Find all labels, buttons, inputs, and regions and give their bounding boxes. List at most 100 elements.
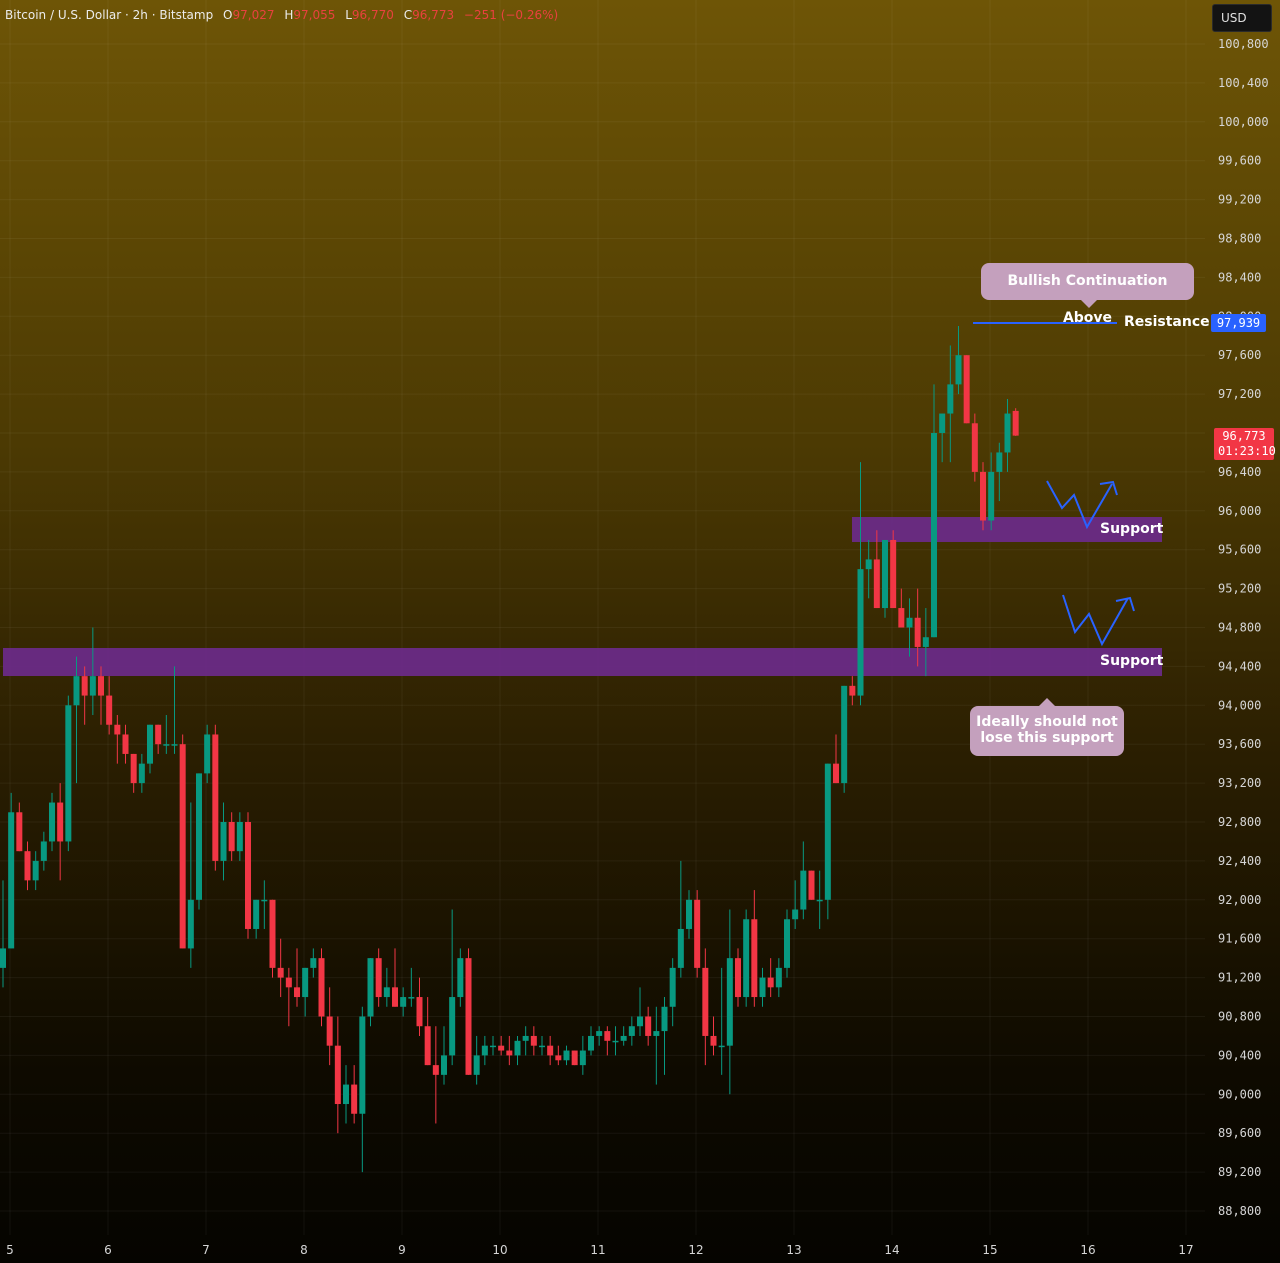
y-tick-label: 92,800 <box>1218 815 1261 829</box>
candle-body <box>220 822 227 861</box>
candle-body <box>416 997 423 1027</box>
x-tick-label: 7 <box>202 1243 210 1257</box>
y-tick-label: 92,400 <box>1218 854 1261 868</box>
candle-body <box>824 763 831 900</box>
y-tick-label: 96,000 <box>1218 504 1261 518</box>
candle-body <box>906 617 913 628</box>
x-tick-label: 9 <box>398 1243 406 1257</box>
candle-body <box>702 967 709 1036</box>
y-tick-label: 100,000 <box>1218 115 1269 129</box>
y-tick-label: 98,400 <box>1218 270 1261 284</box>
candle-body <box>81 676 88 696</box>
candle-body <box>16 812 23 852</box>
ohlc-high: 97,055 <box>293 8 336 22</box>
symbol-header: Bitcoin / U.S. Dollar · 2h · Bitstamp O9… <box>5 8 558 22</box>
candle-body <box>988 471 995 521</box>
candle-body <box>171 744 178 746</box>
candle-body <box>816 899 823 902</box>
support-zone-upper <box>852 517 1162 542</box>
candle-body <box>514 1040 521 1056</box>
bullish-callout: Bullish Continuation Above <box>981 263 1194 326</box>
candlesticks <box>0 326 1019 1173</box>
candle-body <box>637 1016 643 1027</box>
candle-body <box>767 977 774 988</box>
candle-body <box>106 695 113 725</box>
candle-body <box>351 1084 358 1114</box>
candle-body <box>424 1026 431 1066</box>
time-axis[interactable]: 5 6 7 8 9 10 11 12 13 14 15 16 17 <box>6 1243 1193 1257</box>
y-tick-label: 99,600 <box>1218 154 1261 168</box>
candle-body <box>73 676 80 706</box>
x-tick-label: 11 <box>590 1243 605 1257</box>
bar-countdown: 01:23:10 <box>1218 444 1276 458</box>
support-note-line2: lose this support <box>980 730 1114 746</box>
candle-body <box>359 1016 366 1114</box>
candle-body <box>490 1045 496 1048</box>
resistance-price-tag: 97,939 <box>1211 314 1266 332</box>
support-note-callout: Ideally should not lose this support <box>970 698 1124 756</box>
candle-body <box>8 812 15 949</box>
candle-body <box>555 1055 562 1061</box>
currency-button[interactable]: USD <box>1212 4 1272 32</box>
candle-body <box>833 763 839 784</box>
candle-body <box>669 967 676 1007</box>
candle-body <box>49 802 55 842</box>
symbol-title: Bitcoin / U.S. Dollar · 2h · Bitstamp <box>5 8 214 22</box>
candle-body <box>236 822 243 852</box>
candle-body <box>800 870 807 910</box>
candle-body <box>996 452 1003 472</box>
candle-body <box>539 1045 545 1048</box>
x-tick-label: 14 <box>884 1243 899 1257</box>
candle-body <box>65 705 72 842</box>
y-tick-label: 97,200 <box>1218 387 1261 401</box>
candle-body <box>473 1055 480 1075</box>
candle-body <box>449 997 456 1056</box>
y-tick-label: 90,800 <box>1218 1010 1261 1024</box>
candle-body <box>89 676 96 696</box>
candle-body <box>775 967 782 988</box>
candle-body <box>24 851 31 881</box>
candle-body <box>334 1045 341 1105</box>
candle-body <box>465 958 472 1075</box>
candle-body <box>947 384 954 414</box>
candle-body <box>718 1045 725 1048</box>
ohlc-low-label: L <box>345 8 352 22</box>
support-label-lower: Support <box>1100 653 1164 669</box>
ohlc-close: 96,773 <box>412 8 455 22</box>
candle-body <box>245 822 251 929</box>
y-tick-label: 94,800 <box>1218 621 1261 635</box>
candle-body <box>302 967 309 998</box>
y-tick-label: 88,800 <box>1218 1204 1261 1218</box>
x-tick-label: 17 <box>1178 1243 1193 1257</box>
candle-body <box>187 899 194 949</box>
candle-body <box>759 977 766 998</box>
y-tick-label: 96,400 <box>1218 465 1261 479</box>
candle-body <box>57 802 64 842</box>
y-tick-label: 91,200 <box>1218 971 1261 985</box>
ohlc-high-label: H <box>284 8 294 22</box>
candle-body <box>726 958 733 1046</box>
arrowhead-lower <box>1115 596 1135 612</box>
x-tick-label: 13 <box>786 1243 801 1257</box>
price-axis[interactable]: 88,800 89,200 89,600 90,000 90,400 90,800 91,2… <box>1218 37 1269 1218</box>
candle-body <box>400 997 407 1007</box>
candle-body <box>253 899 260 929</box>
candle-body <box>32 860 39 881</box>
candle-body <box>481 1045 488 1056</box>
candle-body <box>849 685 856 696</box>
candle-body <box>922 637 929 647</box>
candle-body <box>596 1031 603 1036</box>
candle-body <box>743 919 750 998</box>
candle-body <box>498 1045 505 1051</box>
candle-body <box>971 423 978 472</box>
candle-body <box>138 763 145 784</box>
candle-body <box>563 1050 570 1061</box>
projection-arrow-upper <box>1046 480 1113 530</box>
y-tick-label: 90,000 <box>1218 1087 1261 1101</box>
candle-body <box>40 841 47 861</box>
candle-body <box>694 899 701 968</box>
resistance-label: Resistance <box>1124 314 1210 330</box>
candle-body <box>0 948 6 968</box>
chart-grid <box>0 0 1205 1235</box>
